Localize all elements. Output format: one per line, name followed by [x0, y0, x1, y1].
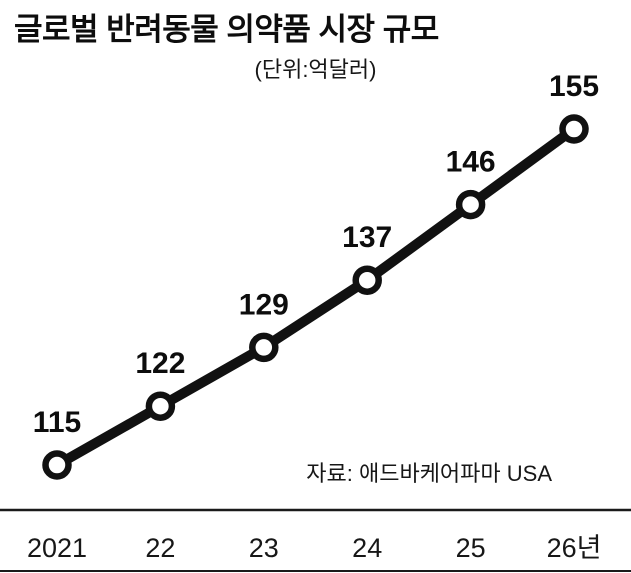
x-axis-tick-label: 2021 — [27, 533, 87, 563]
data-point-marker-25 — [455, 189, 486, 220]
data-point-marker-24 — [352, 265, 382, 295]
data-value-label: 137 — [342, 221, 392, 254]
data-value-label: 122 — [135, 347, 185, 380]
data-value-label: 129 — [239, 288, 289, 321]
data-point-marker-22 — [145, 391, 176, 421]
x-axis-tick-label: 23 — [249, 533, 279, 563]
trend-line — [52, 124, 579, 470]
data-value-label: 146 — [446, 146, 496, 179]
x-axis-tick-label: 26년 — [547, 533, 602, 563]
data-point-marker-2021 — [42, 450, 72, 480]
data-point-marker-26년 — [559, 114, 589, 144]
unit-label: (단위:억달러) — [254, 57, 377, 82]
source-label: 자료: 애드바케어파마 USA — [306, 461, 552, 486]
page-title: 글로벌 반려동물 의약품 시장 규모 — [14, 12, 439, 47]
data-value-label: 115 — [33, 406, 81, 439]
x-axis-tick-label: 22 — [145, 533, 175, 563]
data-value-label: 155 — [549, 70, 599, 103]
x-axis-tick-label: 25 — [456, 533, 486, 563]
x-axis-tick-label: 24 — [352, 533, 382, 563]
data-point-marker-23 — [249, 332, 279, 363]
